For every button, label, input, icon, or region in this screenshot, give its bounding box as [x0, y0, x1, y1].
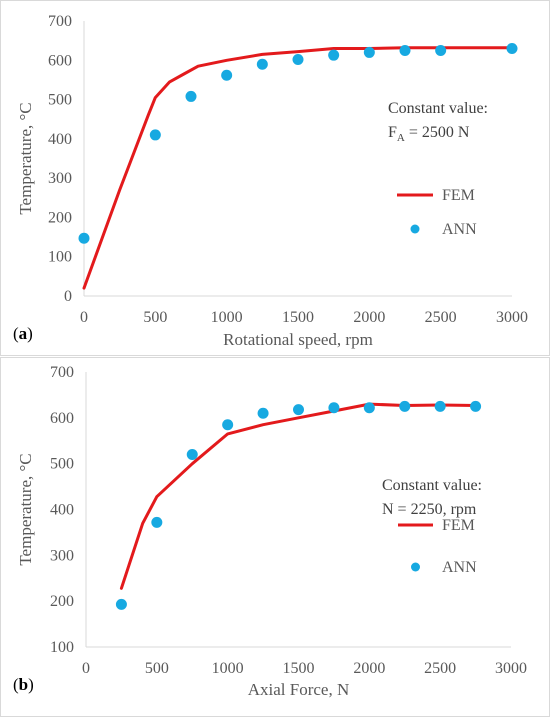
ann-point-b: [328, 402, 340, 414]
annotation-sub-a: A: [397, 132, 405, 144]
legend-ann-label-b: ANN: [442, 559, 477, 576]
y-tick-label-a: 600: [48, 52, 72, 69]
annotation-line2-b: N = 2250, rpm: [382, 501, 477, 518]
chart-a-svg: 0 100 200 300 400 500 600 700 0 500 1000 1500 2000 25…: [13, 13, 528, 349]
ann-point-b: [470, 400, 482, 412]
panel-label-close-a: ): [27, 324, 33, 343]
ann-point-b: [293, 404, 304, 416]
chart-b-svg: 100 200 300 400 500 600 700 0 500 1000 1500 2000 250…: [13, 364, 527, 699]
chart-panel-b: 100 200 300 400 500 600 700 0 500 1000 1500 2000 250…: [0, 357, 550, 717]
ann-point-a: [221, 69, 233, 81]
ann-point-a: [435, 44, 447, 56]
x-tick-label-a: 2000: [353, 309, 385, 326]
x-tick-label-b: 1000: [212, 660, 244, 677]
y-tick-label-a: 100: [48, 249, 72, 266]
x-tick-label-a: 3000: [496, 309, 528, 326]
y-tick-label-a: 700: [48, 13, 72, 30]
y-tick-label-b: 300: [50, 547, 74, 564]
panel-label-open-b: (: [13, 675, 19, 694]
panel-label-letter-a: a: [19, 324, 28, 343]
y-tick-label-b: 700: [50, 364, 74, 381]
ann-point-a: [149, 129, 161, 141]
legend-fem-label-b: FEM: [442, 517, 475, 534]
ann-point-b: [115, 598, 127, 610]
x-tick-label-b: 1500: [283, 660, 315, 677]
annotation-line1-b: Constant value:: [382, 477, 482, 494]
annotation-line1-a: Constant value:: [388, 100, 488, 117]
ann-point-a: [292, 54, 304, 65]
ann-point-b: [257, 407, 269, 419]
legend-ann-label-a: ANN: [442, 221, 477, 238]
y-tick-label-b: 600: [50, 410, 74, 427]
y-tick-label-a: 300: [48, 170, 72, 187]
x-tick-label-b: 2000: [353, 660, 385, 677]
y-tick-label-b: 100: [50, 639, 74, 656]
y-tick-label-b: 200: [50, 593, 74, 610]
x-tick-label-a: 500: [143, 309, 167, 326]
ann-point-a: [185, 90, 197, 102]
x-axis-title-b: Axial Force, N: [248, 680, 350, 699]
x-tick-label-b: 3000: [495, 660, 527, 677]
ann-point-b: [434, 400, 446, 412]
panel-label-a: (a): [13, 324, 33, 343]
ann-point-a: [256, 58, 268, 70]
ann-point-a: [328, 49, 340, 61]
annotation-prefix-a: F: [388, 124, 397, 141]
legend-fem-label-a: FEM: [442, 187, 475, 204]
ann-point-b: [363, 402, 375, 414]
legend-ann-swatch-b: [411, 562, 420, 572]
y-tick-label-a: 200: [48, 209, 72, 226]
annotation-line2-a: FA = 2500 N: [388, 124, 470, 144]
y-tick-label-a: 400: [48, 131, 72, 148]
annotation-prefix-b: N = 2250, rpm: [382, 501, 477, 518]
ann-point-b: [222, 419, 234, 431]
annotation-rest-a: = 2500 N: [405, 124, 470, 141]
ann-point-a: [506, 43, 518, 54]
y-axis-title-a: Temperature, °C: [16, 102, 35, 214]
y-tick-label-b: 500: [50, 456, 74, 473]
fem-line-a: [82, 46, 514, 290]
ann-point-a: [399, 44, 411, 56]
y-axis-title-b: Temperature, °C: [16, 453, 35, 565]
fem-line-b: [119, 402, 478, 590]
panel-label-close-b: ): [28, 675, 34, 694]
y-tick-label-b: 400: [50, 502, 74, 519]
x-tick-label-b: 2500: [424, 660, 456, 677]
x-tick-label-a: 2500: [425, 309, 457, 326]
y-tick-label-a: 0: [64, 288, 72, 305]
ann-point-b: [399, 400, 411, 412]
x-tick-label-b: 500: [145, 660, 169, 677]
panel-label-b: (b): [13, 675, 34, 694]
x-tick-label-a: 1000: [211, 309, 243, 326]
panel-label-letter-b: b: [19, 675, 28, 694]
ann-point-a: [78, 232, 90, 244]
panel-label-open-a: (: [13, 324, 19, 343]
x-tick-label-a: 1500: [282, 309, 314, 326]
legend-ann-swatch-a: [410, 224, 420, 234]
x-tick-label-a: 0: [80, 309, 88, 326]
chart-panel-a: 0 100 200 300 400 500 600 700 0 500 1000 1500 2000 25…: [0, 0, 550, 356]
ann-point-b: [151, 516, 163, 528]
ann-point-b: [186, 449, 198, 460]
x-tick-label-b: 0: [82, 660, 90, 677]
x-axis-title-a: Rotational speed, rpm: [223, 330, 373, 349]
y-tick-label-a: 500: [48, 92, 72, 109]
ann-point-a: [363, 46, 375, 58]
